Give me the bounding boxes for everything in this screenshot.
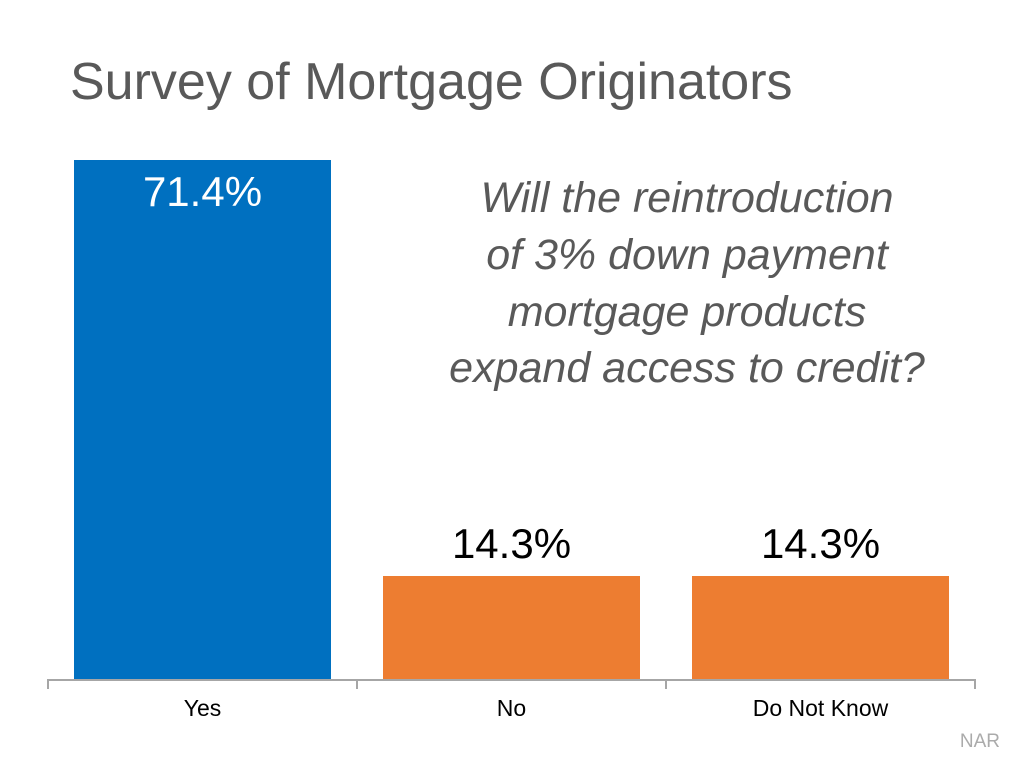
survey-question: Will the reintroduction of 3% down payme… <box>378 170 996 397</box>
category-label-yes: Yes <box>183 695 222 721</box>
question-line-2: of 3% down payment <box>486 230 888 279</box>
axis-tick <box>47 681 49 689</box>
value-label-yes: 71.4% <box>142 168 263 216</box>
bar-do-not-know <box>692 575 949 680</box>
value-label-do-not-know: 14.3% <box>760 519 881 567</box>
bar-group-yes: 71.4% <box>48 134 357 680</box>
bar-group-do-not-know: 14.3% <box>666 134 975 680</box>
value-label-no: 14.3% <box>451 519 572 567</box>
chart-title: Survey of Mortgage Originators <box>70 53 793 111</box>
axis-tick <box>356 681 358 689</box>
plot-area: 71.4% 14.3% 14.3% <box>48 134 975 680</box>
bar-no <box>383 575 640 680</box>
axis-tick <box>665 681 667 689</box>
source-attribution: NAR <box>959 731 1000 752</box>
question-line-1: Will the reintroduction <box>480 174 894 222</box>
question-line-3: mortgage products <box>507 287 867 336</box>
question-line-4: expand access to credit? <box>449 344 925 393</box>
bar-yes: 71.4% <box>74 160 331 680</box>
x-axis-line <box>47 679 976 689</box>
category-label-do-not-know: Do Not Know <box>752 695 889 721</box>
category-label-no: No <box>496 695 527 721</box>
bar-group-no: 14.3% <box>357 134 666 680</box>
axis-tick <box>974 681 976 689</box>
x-axis-labels: Yes No Do Not Know <box>48 695 975 727</box>
